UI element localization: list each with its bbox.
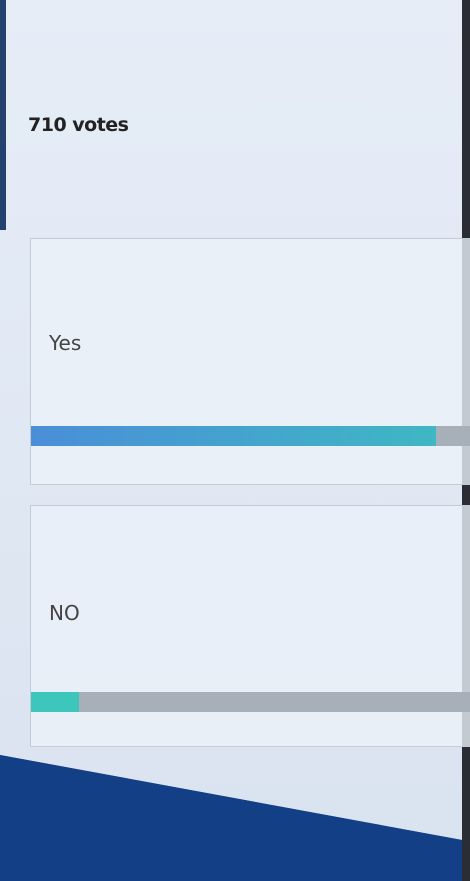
screen-edge <box>0 0 6 230</box>
progress-fill <box>31 692 79 712</box>
page: 710 votes Yes NO (() => { const data = J… <box>0 0 470 881</box>
poll-option[interactable]: NO <box>30 505 470 747</box>
option-label: Yes <box>49 331 81 355</box>
progress-track <box>31 426 470 446</box>
option-label: NO <box>49 601 80 625</box>
vote-count: 710 votes <box>28 114 129 136</box>
progress-fill <box>31 426 436 446</box>
progress-track <box>31 692 470 712</box>
poll-option[interactable]: Yes <box>30 238 470 485</box>
